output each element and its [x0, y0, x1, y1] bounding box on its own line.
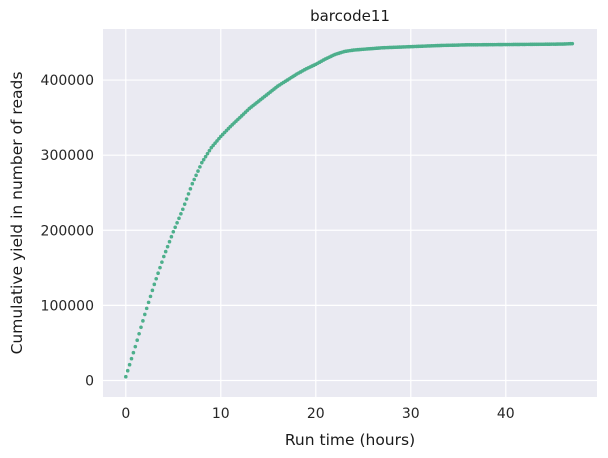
y-tick-label: 300000	[41, 148, 94, 164]
data-point	[196, 169, 200, 173]
data-point	[141, 319, 145, 323]
y-tick-label: 100000	[41, 298, 94, 314]
data-point	[184, 197, 189, 201]
data-point	[190, 181, 195, 186]
data-point	[127, 362, 132, 367]
data-point	[177, 216, 181, 221]
data-point	[148, 294, 153, 299]
data-point	[207, 148, 212, 153]
data-point	[135, 338, 139, 343]
data-point	[201, 157, 206, 162]
data-point	[146, 300, 151, 305]
data-point	[154, 276, 158, 281]
data-point	[179, 211, 183, 216]
x-tick-label: 20	[307, 406, 325, 422]
data-point	[156, 271, 160, 276]
x-tick-label: 30	[402, 406, 420, 422]
data-point	[131, 350, 136, 355]
x-tick-label: 0	[121, 406, 130, 422]
data-point	[173, 225, 177, 230]
data-point	[129, 356, 134, 361]
chart-title: barcode11	[310, 7, 390, 25]
data-point	[160, 260, 164, 264]
y-axis-label: Cumulative yield in number of reads	[8, 72, 26, 355]
data-point	[186, 192, 191, 196]
y-tick-label: 0	[85, 373, 94, 389]
y-tick-label: 200000	[41, 223, 94, 239]
y-tick-labels: 0 100000 200000 300000 400000	[41, 73, 94, 389]
data-point	[570, 41, 575, 46]
data-point	[171, 229, 176, 234]
y-tick-label: 400000	[41, 73, 94, 89]
data-point	[125, 368, 130, 373]
data-points	[124, 41, 575, 379]
data-point	[133, 344, 138, 349]
data-point	[150, 288, 155, 293]
data-point	[152, 282, 157, 287]
data-point	[143, 312, 147, 317]
data-point	[175, 220, 179, 225]
data-point	[205, 151, 210, 156]
x-tick-label: 40	[497, 406, 515, 422]
data-point	[192, 177, 196, 182]
grid-lines	[103, 29, 597, 397]
data-point	[181, 207, 185, 212]
data-point	[158, 265, 162, 270]
data-point	[165, 244, 170, 249]
data-point	[198, 165, 202, 169]
x-tick-labels: 0 10 20 30 40	[121, 406, 514, 422]
data-point	[169, 234, 174, 239]
data-point	[137, 331, 141, 336]
data-point	[162, 254, 166, 259]
data-point	[194, 173, 198, 178]
data-point	[200, 160, 204, 165]
x-axis-label: Run time (hours)	[285, 431, 415, 449]
data-point	[124, 374, 128, 379]
data-point	[163, 249, 168, 254]
x-tick-label: 10	[212, 406, 230, 422]
plot-area	[103, 29, 597, 397]
data-point	[167, 239, 172, 244]
data-point	[188, 187, 193, 191]
data-point	[203, 154, 208, 159]
data-point	[144, 306, 149, 311]
data-point	[182, 202, 187, 206]
data-point	[139, 325, 143, 330]
